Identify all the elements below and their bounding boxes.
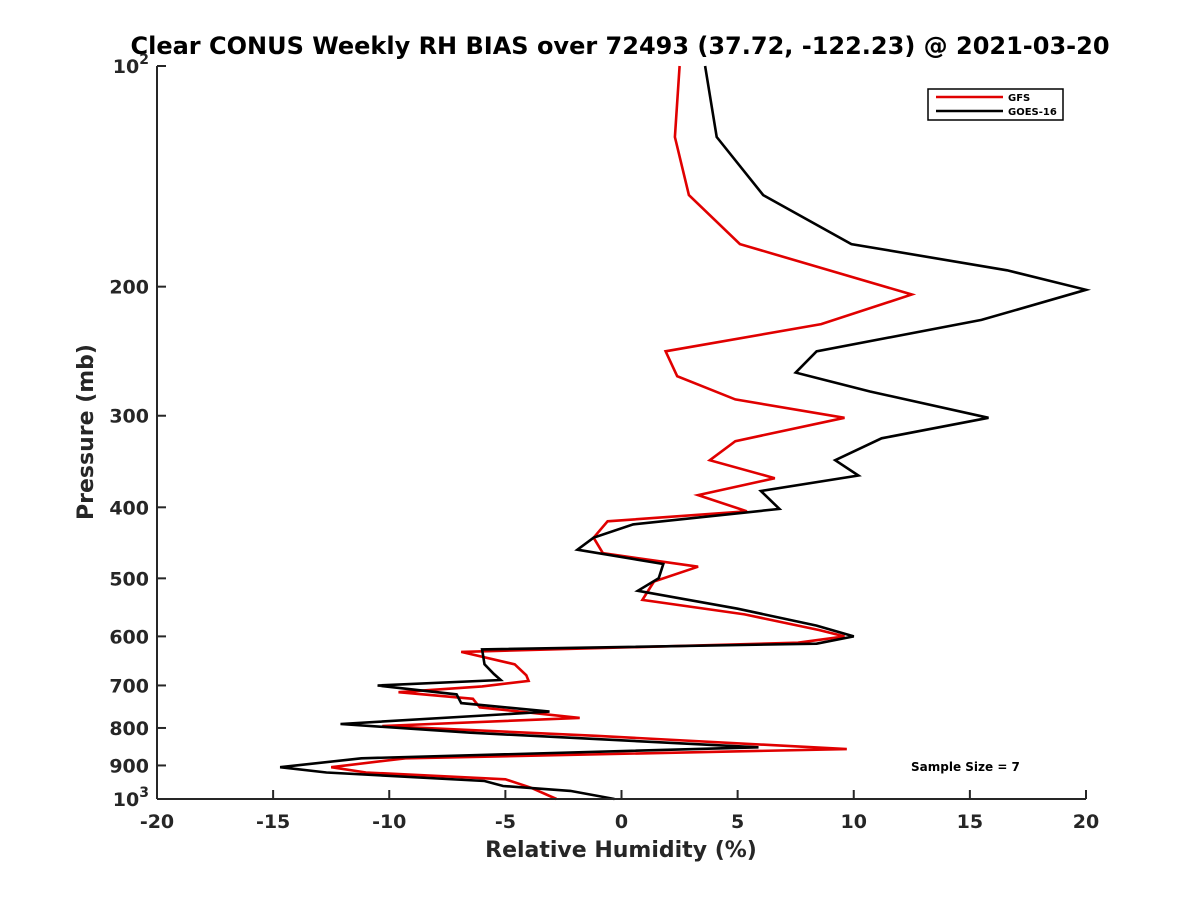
x-tick-label: -10 (372, 811, 406, 833)
x-tick-label: 5 (731, 811, 744, 833)
y-tick-label: 103 (113, 785, 149, 811)
legend: GFS GOES-16 (927, 88, 1064, 121)
x-tick-label: 15 (957, 811, 983, 833)
y-tick-label: 400 (109, 497, 149, 519)
chart-title: Clear CONUS Weekly RH BIAS over 72493 (3… (130, 32, 1109, 60)
series-line-gfs (331, 65, 917, 801)
x-tick-label: 20 (1073, 811, 1099, 833)
y-ticks: 102 200 300 400 500 600 700 800 900 103 (109, 52, 166, 811)
y-tick-label: 600 (109, 626, 149, 648)
sample-size-annotation: Sample Size = 7 (911, 760, 1020, 774)
y-tick-label: 102 (113, 52, 149, 78)
x-tick-label: 10 (841, 811, 867, 833)
x-tick-label: -15 (256, 811, 290, 833)
y-tick-label: 700 (109, 675, 149, 697)
legend-label-gfs: GFS (1008, 93, 1030, 104)
y-tick-label: 800 (109, 718, 149, 740)
x-tick-label: -20 (140, 811, 174, 833)
y-tick-label: 900 (109, 755, 149, 777)
plot-box (157, 66, 1086, 799)
legend-label-goes16: GOES-16 (1008, 107, 1057, 118)
y-tick-label: 200 (109, 277, 149, 299)
series-line-goes16 (279, 65, 1092, 801)
x-axis-label: Relative Humidity (%) (485, 838, 757, 863)
series-layer (279, 65, 1092, 801)
y-tick-label: 300 (109, 406, 149, 428)
y-tick-label: 500 (109, 568, 149, 590)
x-tick-label: -5 (495, 811, 516, 833)
x-tick-label: 0 (615, 811, 628, 833)
legend-box (927, 88, 1064, 121)
x-ticks: -20 -15 -10 -5 0 5 10 15 20 (140, 790, 1099, 833)
y-axis-label: Pressure (mb) (74, 344, 99, 520)
